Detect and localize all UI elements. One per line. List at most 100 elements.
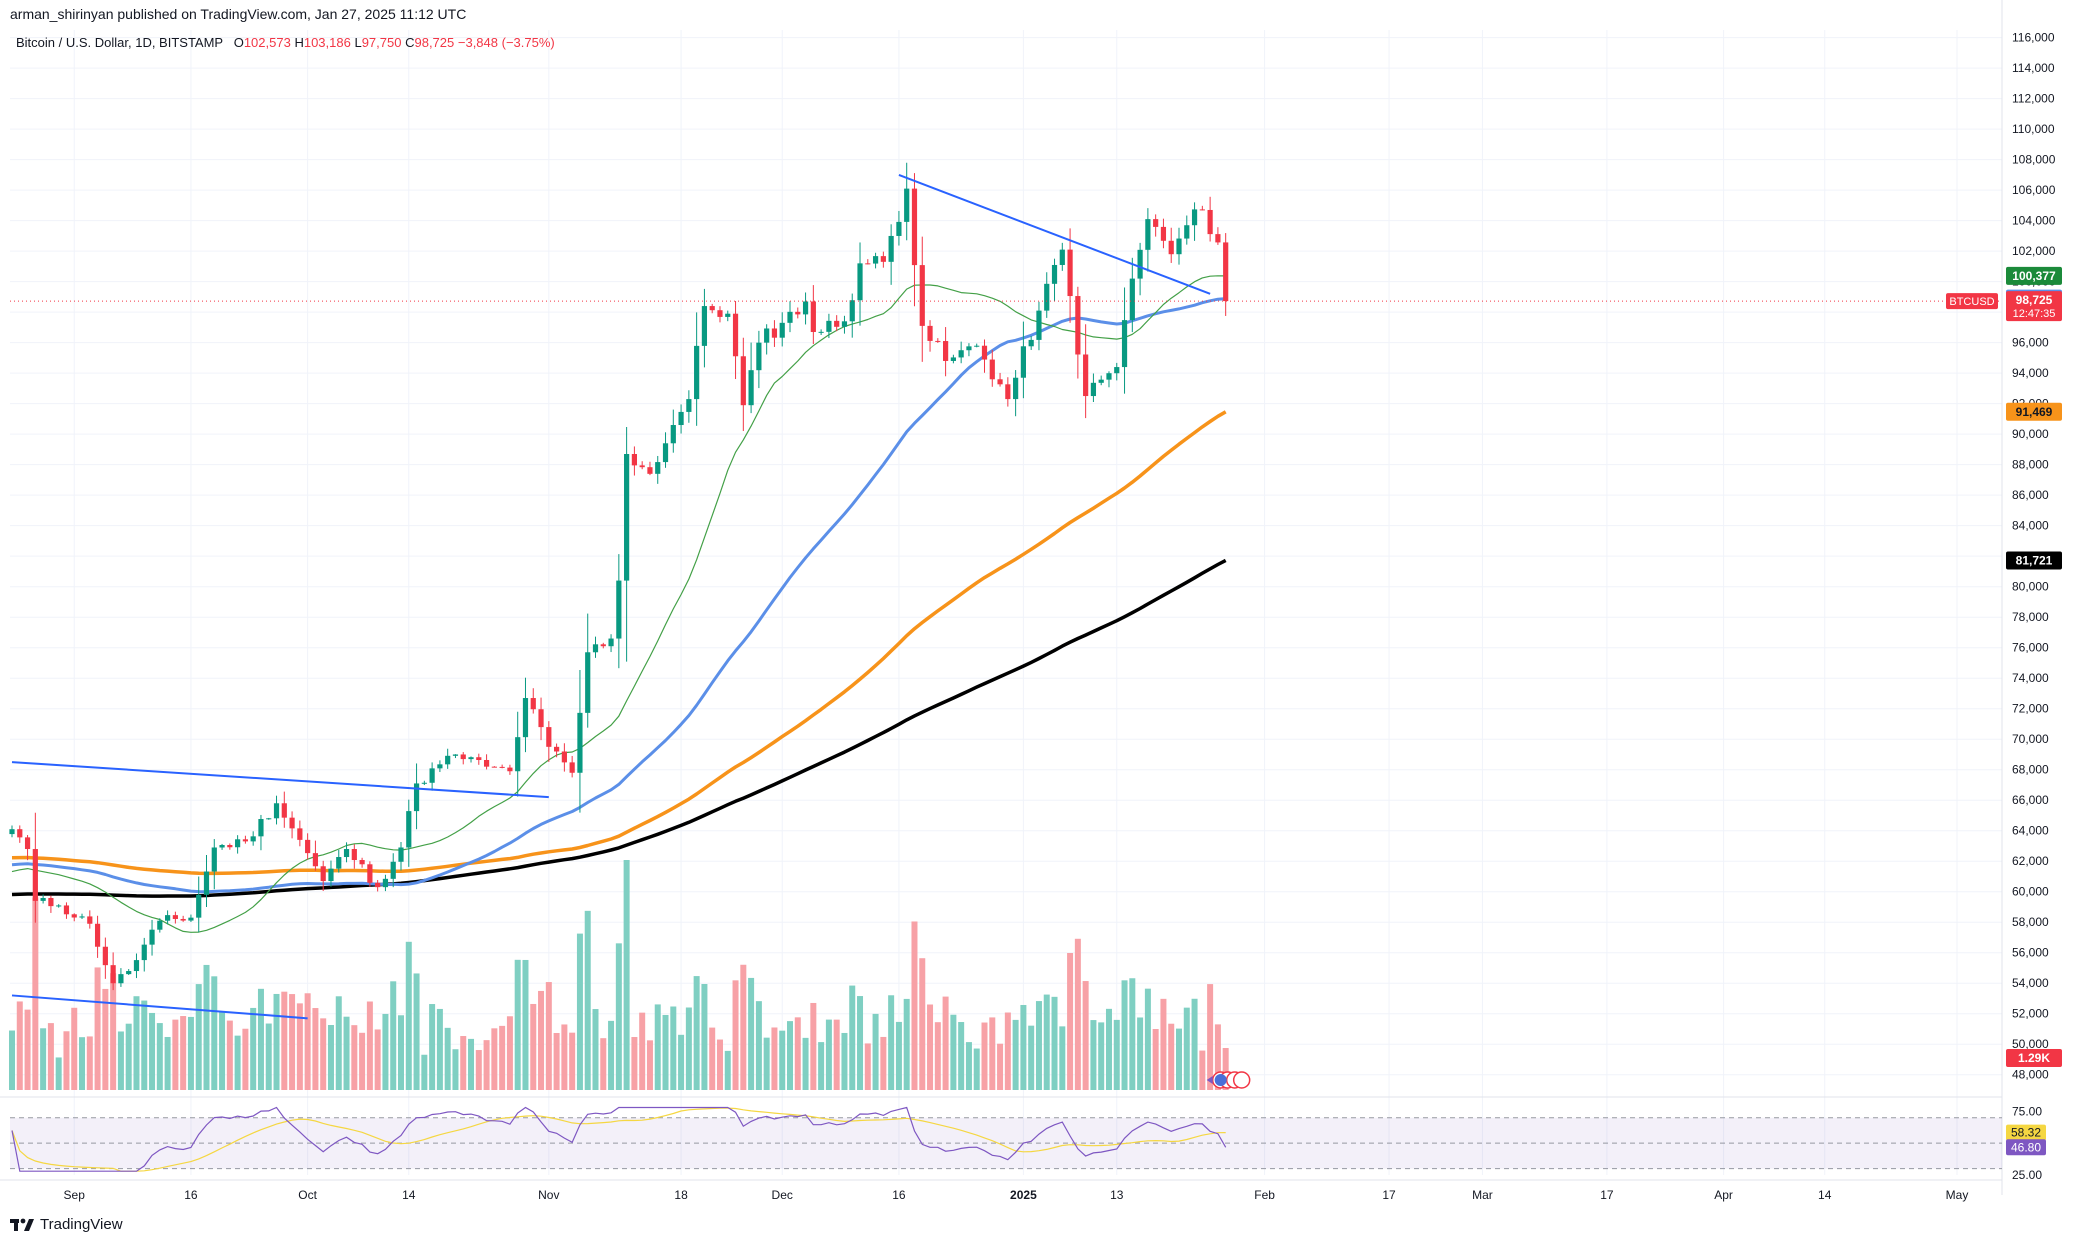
time-tick-label: 17 bbox=[1382, 1188, 1396, 1202]
volume-bar bbox=[1090, 1020, 1097, 1090]
time-tick-label: 17 bbox=[1600, 1188, 1614, 1202]
volume-bar bbox=[662, 1014, 669, 1090]
candle-body bbox=[989, 359, 995, 380]
volume-bar bbox=[273, 993, 280, 1090]
high-label: H bbox=[294, 35, 304, 50]
candle-body bbox=[110, 965, 116, 984]
price-tick-label: 112,000 bbox=[2012, 92, 2055, 106]
candle-body bbox=[17, 829, 23, 838]
candle-body bbox=[289, 817, 295, 829]
volume-bar bbox=[779, 1030, 786, 1090]
candle-body bbox=[849, 300, 855, 322]
tradingview-brand[interactable]: TradingView bbox=[10, 1216, 123, 1233]
candle-body bbox=[538, 709, 544, 728]
tradingview-logo-icon bbox=[10, 1218, 34, 1231]
volume-bar bbox=[359, 1032, 366, 1090]
rsi-ma-line bbox=[11, 1107, 1226, 1172]
volume-bar bbox=[1168, 1023, 1175, 1090]
price-tick-label: 116,000 bbox=[2012, 31, 2055, 45]
volume-bar bbox=[1137, 1017, 1144, 1090]
volume-bar bbox=[685, 1007, 692, 1090]
time-tick-label: Dec bbox=[772, 1188, 793, 1202]
volume-bar bbox=[491, 1028, 498, 1090]
price-tick-label: 64,000 bbox=[2012, 824, 2049, 838]
volume-bar bbox=[942, 996, 949, 1090]
volume-bar bbox=[226, 1020, 233, 1090]
volume-bar bbox=[1152, 1029, 1159, 1090]
candle-body bbox=[608, 638, 614, 647]
volume-bar bbox=[794, 1017, 801, 1090]
volume-bar bbox=[211, 976, 218, 1090]
close-label: C bbox=[405, 35, 415, 50]
candle-body bbox=[935, 340, 941, 342]
candle-body bbox=[165, 915, 171, 921]
candle-body bbox=[725, 313, 731, 317]
price-tick-label: 74,000 bbox=[2012, 671, 2049, 685]
candle-body bbox=[1106, 373, 1112, 380]
price-tick-label: 52,000 bbox=[2012, 1007, 2049, 1021]
rsi-ma-badge-bg bbox=[2006, 1124, 2046, 1141]
candle-body bbox=[297, 828, 303, 840]
candle-body bbox=[577, 712, 583, 773]
candle-body bbox=[1176, 238, 1182, 255]
volume-bar bbox=[265, 1023, 272, 1090]
candle-body bbox=[694, 345, 700, 400]
volume-bar bbox=[576, 933, 583, 1090]
volume-bar bbox=[880, 1036, 887, 1090]
candle-body bbox=[343, 849, 350, 858]
candle-body bbox=[305, 839, 311, 854]
volume-bar bbox=[110, 973, 117, 1090]
candle-body bbox=[950, 357, 956, 361]
volume-bar bbox=[117, 1031, 124, 1090]
candle-body bbox=[203, 871, 210, 895]
last-price-badge-bg bbox=[2006, 291, 2062, 322]
volume-bar bbox=[631, 1037, 638, 1090]
volume-bar bbox=[927, 1004, 934, 1090]
low-value: 97,750 bbox=[361, 35, 402, 50]
candle-body bbox=[421, 782, 427, 784]
published-by-line: arman_shirinyan published on TradingView… bbox=[10, 6, 467, 22]
volume-bar bbox=[857, 996, 864, 1090]
price-tick-label: 72,000 bbox=[2012, 702, 2049, 716]
volume-bar bbox=[701, 983, 708, 1090]
candle-body bbox=[771, 328, 778, 338]
candle-body bbox=[63, 905, 70, 915]
candle-body bbox=[1129, 278, 1135, 321]
resistance-line bbox=[898, 173, 1211, 295]
candle-body bbox=[810, 301, 816, 332]
price-tick-label: 66,000 bbox=[2012, 793, 2049, 807]
candle-body bbox=[888, 235, 894, 262]
candle-body bbox=[499, 766, 505, 768]
time-tick-label: 13 bbox=[1110, 1188, 1124, 1202]
price-tick-label: 80,000 bbox=[2012, 580, 2049, 594]
price-tick-label: 84,000 bbox=[2012, 519, 2049, 533]
volume-bar bbox=[569, 1032, 576, 1090]
candle-body bbox=[670, 425, 676, 444]
candle-body bbox=[483, 760, 490, 767]
volume-bar bbox=[382, 1013, 389, 1090]
volume-bar bbox=[405, 941, 412, 1090]
volume-bar bbox=[156, 1023, 163, 1090]
candle-body bbox=[320, 866, 326, 882]
volume-bar bbox=[468, 1038, 475, 1090]
volume-bar bbox=[997, 1043, 1004, 1090]
candle-body bbox=[678, 411, 684, 426]
price-tick-label: 68,000 bbox=[2012, 763, 2049, 777]
candle-body bbox=[157, 920, 163, 930]
bar-countdown: 12:47:35 bbox=[2013, 308, 2056, 320]
volume-bar bbox=[849, 985, 856, 1090]
candle-body bbox=[865, 263, 871, 265]
volume-bar bbox=[219, 1011, 226, 1090]
volume-bar bbox=[973, 1048, 980, 1090]
volume-bar bbox=[483, 1040, 490, 1090]
price-tick-label: 96,000 bbox=[2012, 336, 2049, 350]
volume-bar bbox=[312, 1008, 319, 1090]
volume-bar bbox=[429, 1004, 436, 1090]
volume-bar bbox=[623, 860, 630, 1090]
volume-bar bbox=[654, 1004, 661, 1090]
brand-label: TradingView bbox=[40, 1216, 123, 1233]
volume-bar bbox=[763, 1037, 770, 1090]
candle-body bbox=[880, 256, 886, 262]
